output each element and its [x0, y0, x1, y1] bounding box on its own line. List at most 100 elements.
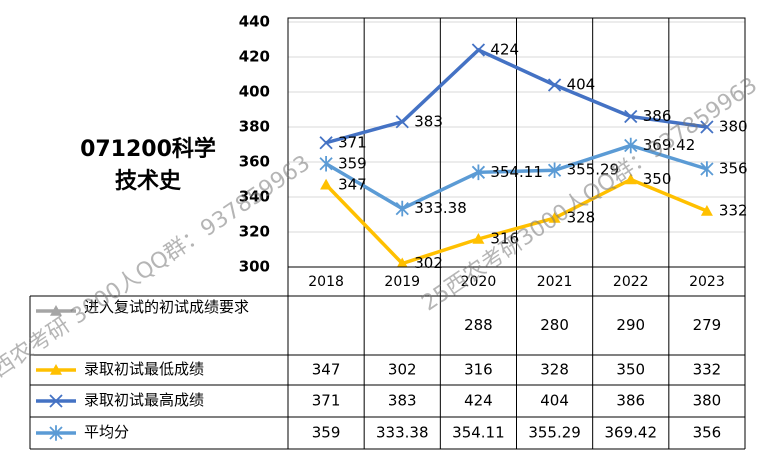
table-cell: 279 — [693, 316, 722, 334]
chart-title: 071200科学 — [80, 136, 216, 162]
point — [396, 257, 408, 267]
marker — [700, 120, 714, 134]
point — [471, 164, 486, 181]
data-label: 424 — [490, 41, 519, 59]
y-tick-label: 420 — [239, 48, 270, 66]
marker — [319, 136, 333, 150]
x-tick-label: 2021 — [537, 274, 573, 290]
point — [700, 161, 714, 177]
table-cell: 354.11 — [452, 424, 505, 442]
legend-label-box: 录取初试最低成绩 — [84, 360, 205, 378]
y-tick-label: 300 — [239, 258, 270, 276]
marker — [395, 200, 409, 217]
data-label: 354.11 — [490, 163, 542, 181]
series-line — [325, 143, 708, 211]
table-cell: 380 — [693, 392, 722, 410]
data-label: 371 — [338, 133, 367, 151]
point — [624, 137, 638, 154]
point — [395, 115, 409, 129]
data-label: 356 — [719, 160, 748, 178]
marker — [624, 109, 638, 124]
marker — [50, 305, 62, 316]
marker — [701, 298, 713, 309]
marker — [547, 162, 562, 179]
data-label: 380 — [719, 118, 748, 136]
legend-label-box: 录取初试最高成绩 — [84, 391, 204, 409]
marker — [471, 43, 486, 57]
marker — [700, 161, 714, 177]
marker — [472, 233, 485, 244]
data-label: 383 — [414, 112, 443, 130]
point — [700, 205, 713, 216]
point — [700, 120, 714, 134]
data-label: 347 — [338, 175, 367, 193]
point — [624, 109, 638, 124]
legend-key — [36, 425, 76, 441]
x-tick-label: 2018 — [308, 274, 344, 290]
marker — [547, 78, 562, 92]
point — [548, 212, 561, 223]
table-cell: 347 — [312, 361, 341, 379]
table-cell: 383 — [388, 392, 417, 410]
point — [320, 178, 333, 190]
marker — [320, 178, 333, 190]
data-label: 369.42 — [643, 136, 696, 154]
y-tick-label: 380 — [239, 118, 270, 136]
marker — [50, 364, 62, 375]
legend-key — [36, 394, 76, 408]
x-tick-label: 2023 — [689, 274, 725, 290]
table-cell: 288 — [464, 316, 493, 334]
point — [547, 162, 562, 179]
data-label: 386 — [643, 107, 672, 125]
marker — [49, 394, 63, 408]
table-cell: 371 — [312, 392, 341, 410]
table-cell: 302 — [388, 361, 417, 379]
data-label: 302 — [414, 254, 443, 272]
legend-label: 平均分 — [84, 423, 130, 441]
point — [471, 43, 486, 57]
legend-label: 录取初试最低成绩 — [84, 360, 205, 378]
chart-title: 技术史 — [115, 169, 182, 194]
table-cell: 290 — [616, 316, 645, 334]
series-line — [325, 47, 708, 145]
y-tick-label: 340 — [239, 188, 270, 206]
data-label: 350 — [643, 170, 672, 188]
table-cell: 333.38 — [376, 424, 429, 442]
table-cell: 332 — [693, 361, 722, 379]
data-label: 355.29 — [567, 161, 620, 179]
point — [547, 78, 562, 92]
data-label: 316 — [490, 230, 519, 248]
marker — [624, 137, 638, 154]
data-label: 332 — [719, 202, 748, 220]
table-cell: 280 — [540, 316, 569, 334]
marker — [471, 164, 486, 181]
marker — [549, 296, 561, 307]
point — [319, 136, 333, 150]
marker — [319, 155, 333, 172]
table-cell: 316 — [464, 361, 493, 379]
table-cell: 350 — [616, 361, 645, 379]
x-tick-label: 2022 — [613, 274, 649, 290]
table-cell: 386 — [616, 392, 645, 410]
table-cell: 359 — [312, 424, 341, 442]
legend-label-box: 平均分 — [84, 423, 130, 441]
table-cell: 328 — [540, 361, 569, 379]
data-label: 333.38 — [414, 199, 467, 217]
point — [701, 298, 713, 309]
series-line — [324, 177, 708, 266]
data-label: 404 — [567, 76, 596, 94]
table-cell: 355.29 — [528, 424, 581, 442]
marker — [548, 212, 561, 223]
marker — [395, 115, 409, 129]
table-cell: 356 — [693, 424, 722, 442]
point — [624, 173, 637, 185]
point — [472, 233, 485, 244]
x-tick-label: 2019 — [384, 274, 420, 290]
y-tick-label: 400 — [239, 83, 270, 101]
legend-key — [36, 305, 76, 316]
table-cell: 424 — [464, 392, 493, 410]
legend-key — [36, 364, 76, 375]
y-tick-label: 440 — [239, 13, 270, 31]
y-tick-label: 320 — [239, 223, 270, 241]
